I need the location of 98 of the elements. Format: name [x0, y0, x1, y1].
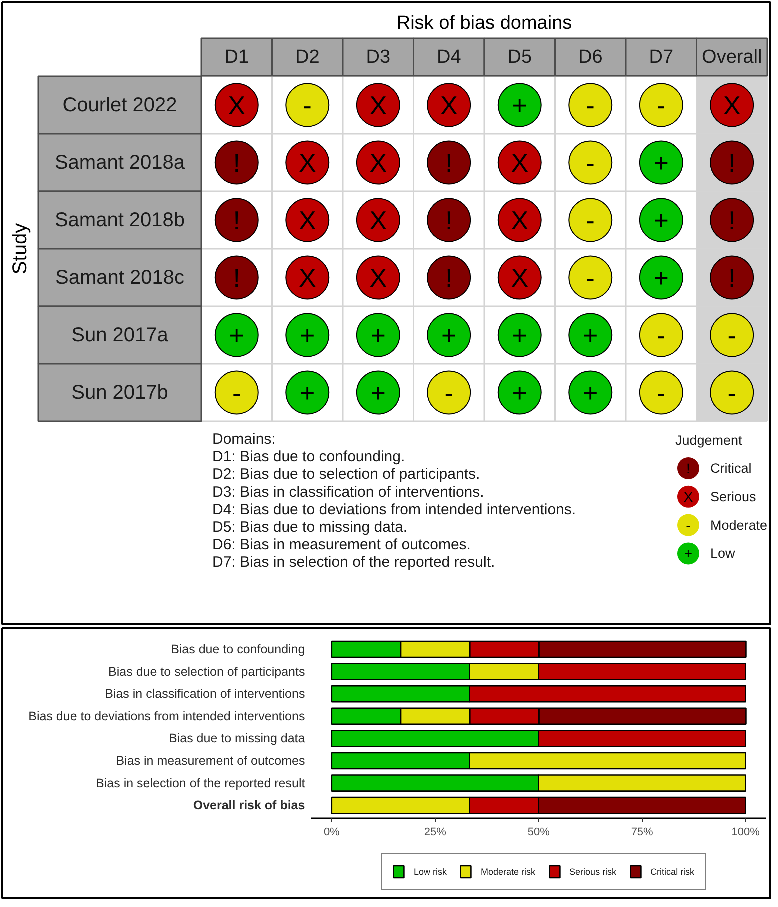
text: -: [586, 205, 595, 236]
x-tick-label: 100%: [732, 826, 760, 838]
text: +: [654, 148, 669, 178]
text: +: [370, 320, 386, 350]
x-tick-label: 50%: [528, 826, 550, 838]
text: +: [229, 320, 244, 350]
text: -: [232, 378, 242, 408]
text: !: [446, 148, 453, 178]
text: +: [512, 90, 528, 120]
text: +: [300, 320, 316, 350]
x-tick-label: D2: [295, 46, 320, 68]
text: X: [511, 262, 529, 293]
text: +: [684, 546, 693, 562]
text: !: [728, 205, 736, 236]
x-tick-label: 25%: [424, 826, 447, 838]
y-tick-label: Bias in measurement of outcomes: [116, 754, 306, 768]
text: X: [370, 205, 388, 236]
y-tick-label: Bias in classification of interventions: [105, 687, 306, 702]
text: D2: Bias due to selection of participants.: [212, 466, 480, 484]
x-tick-label: D6: [578, 46, 603, 68]
text: !: [728, 262, 736, 293]
text: +: [583, 378, 598, 408]
x-tick-label: D5: [508, 46, 532, 68]
text: !: [728, 148, 736, 178]
x-tick-label: D7: [649, 46, 674, 68]
y-tick-label: Sun 2017b: [72, 382, 168, 404]
y-tick-label: Samant 2018c: [56, 266, 184, 289]
text: X: [298, 148, 316, 178]
text: -: [657, 320, 666, 350]
text: Serious: [710, 489, 756, 504]
y-axis-title: Study: [10, 223, 32, 275]
text: !: [233, 148, 240, 178]
text: Domains:: [212, 431, 276, 448]
text: X: [723, 90, 741, 120]
y-tick-label: Bias due to confounding: [171, 642, 306, 656]
text: !: [686, 460, 690, 476]
text: +: [654, 262, 669, 293]
x-tick-label: Overall: [702, 46, 762, 68]
text: -: [586, 90, 595, 120]
x-tick-label: D1: [224, 46, 250, 68]
text: +: [300, 378, 316, 408]
text: X: [370, 148, 388, 178]
text: X: [298, 205, 316, 236]
legend-label: Low risk: [414, 866, 448, 876]
text: +: [442, 320, 457, 350]
text: X: [684, 488, 694, 505]
x-tick-label: D4: [436, 46, 462, 68]
text: X: [511, 205, 529, 236]
text: -: [686, 517, 691, 534]
text: Critical: [710, 461, 752, 476]
text: X: [298, 262, 316, 293]
x-tick-label: D3: [366, 46, 391, 68]
x-tick-label: 75%: [631, 826, 654, 838]
y-tick-label: Bias due to missing data: [169, 732, 306, 746]
text: +: [512, 320, 528, 350]
y-tick-label: Sun 2017a: [72, 324, 170, 346]
y-tick-label: Bias due to deviations from intended interventions: [28, 709, 306, 724]
text: X: [370, 90, 388, 120]
text: D7: Bias in selection of the reported result.: [212, 554, 496, 572]
text: D3: Bias in classification of interventions.: [212, 484, 484, 501]
text: X: [440, 90, 458, 120]
text: !: [233, 205, 240, 236]
legend-label: Serious risk: [570, 866, 617, 876]
text: D5: Bias due to missing data.: [212, 519, 408, 536]
text: Low: [710, 546, 736, 562]
chart-title: Risk of bias domains: [396, 13, 572, 34]
y-tick-label: Samant 2018b: [54, 209, 186, 232]
text: -: [586, 148, 595, 178]
legend-label: Moderate risk: [481, 866, 536, 876]
text: -: [728, 378, 736, 408]
text: -: [657, 378, 666, 408]
color-bar-title: Judgement: [676, 433, 743, 448]
y-tick-label: Bias in selection of the reported result: [96, 776, 306, 790]
text: X: [370, 262, 388, 293]
text: -: [586, 262, 595, 293]
text: +: [512, 378, 528, 408]
text: D1: Bias due to confounding.: [212, 448, 406, 466]
text: X: [511, 148, 529, 178]
text: D4: Bias due to deviations from intended interventions.: [212, 501, 576, 518]
y-tick-label: Bias due to selection of participants: [108, 664, 306, 679]
x-tick-label: 0%: [324, 826, 340, 838]
text: -: [444, 378, 454, 408]
text: !: [233, 262, 240, 293]
text: -: [303, 90, 312, 120]
y-tick-label: Courlet 2022: [62, 94, 178, 116]
text: X: [228, 90, 246, 120]
text: -: [728, 320, 736, 350]
y-tick-label: Samant 2018a: [54, 152, 186, 174]
y-tick-label: Overall risk of bias: [193, 798, 306, 813]
text: +: [654, 205, 669, 236]
text: +: [370, 378, 386, 408]
legend-label: Critical risk: [650, 866, 695, 876]
text: !: [446, 262, 453, 293]
text: -: [657, 90, 666, 120]
text: Moderate: [710, 518, 768, 533]
text: +: [583, 320, 598, 350]
text: !: [446, 205, 453, 236]
text: D6: Bias in measurement of outcomes.: [212, 536, 471, 554]
